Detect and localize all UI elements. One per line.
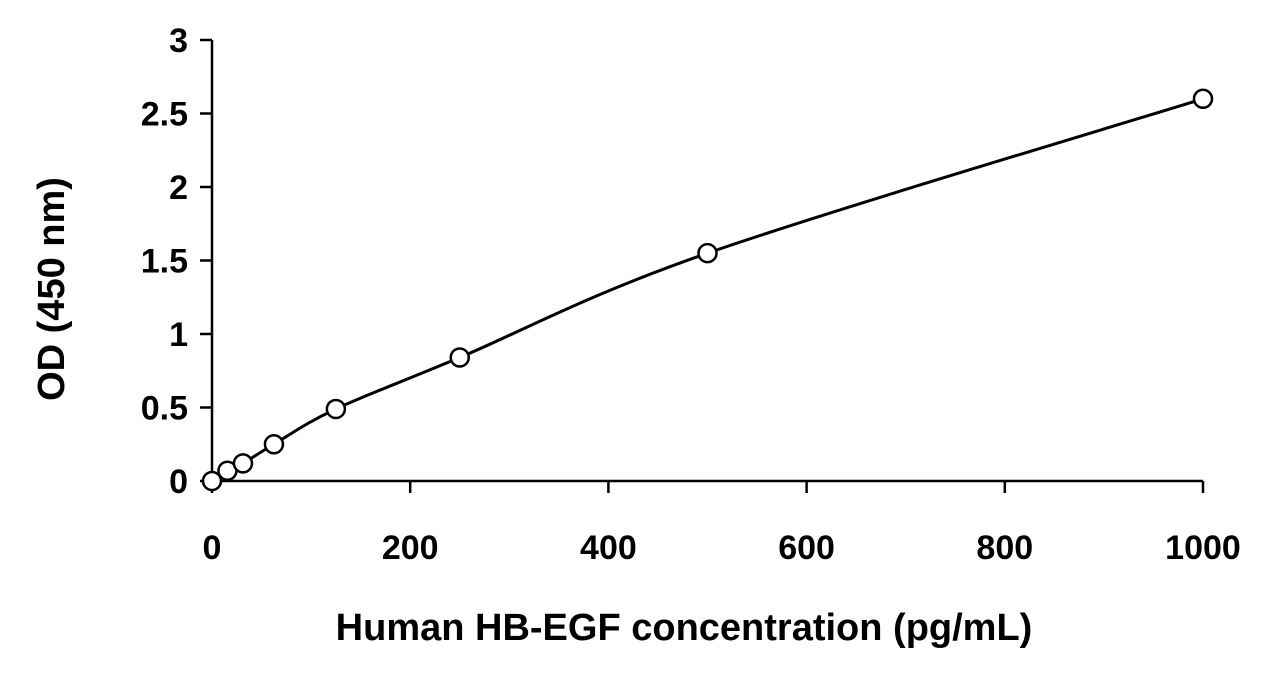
y-axis-title: OD (450 nm) [31, 177, 73, 401]
fit-curve [211, 97, 1204, 483]
x-axis-ticks: 0 200 400 600 800 1000 [203, 481, 1241, 567]
data-point [232, 453, 254, 474]
y-tick-label: 0 [169, 463, 188, 501]
y-axis-ticks: 0 0.5 1 1.5 2 2.5 3 [141, 22, 212, 501]
x-tick-label: 0 [203, 529, 222, 567]
data-point [1192, 88, 1214, 110]
x-tick-label: 400 [580, 529, 637, 567]
data-point [325, 398, 347, 420]
y-tick-label: 2 [169, 169, 188, 207]
y-tick-label: 2.5 [141, 96, 188, 134]
y-tick-label: 0.5 [141, 390, 188, 428]
x-tick-label: 600 [778, 529, 835, 567]
x-axis-title: Human HB-EGF concentration (pg/mL) [336, 607, 1033, 649]
y-tick-label: 1.5 [141, 243, 188, 281]
fit-curve-layer [211, 97, 1204, 483]
x-tick-label: 1000 [1165, 529, 1241, 567]
data-point [201, 470, 223, 492]
data-points-layer [201, 88, 1214, 492]
data-point [449, 347, 470, 368]
y-tick-label: 3 [169, 22, 188, 60]
x-tick-label: 800 [976, 529, 1033, 567]
data-point [263, 434, 285, 455]
x-tick-label: 200 [382, 529, 439, 567]
y-tick-label: 1 [169, 316, 188, 354]
data-point [697, 242, 718, 264]
